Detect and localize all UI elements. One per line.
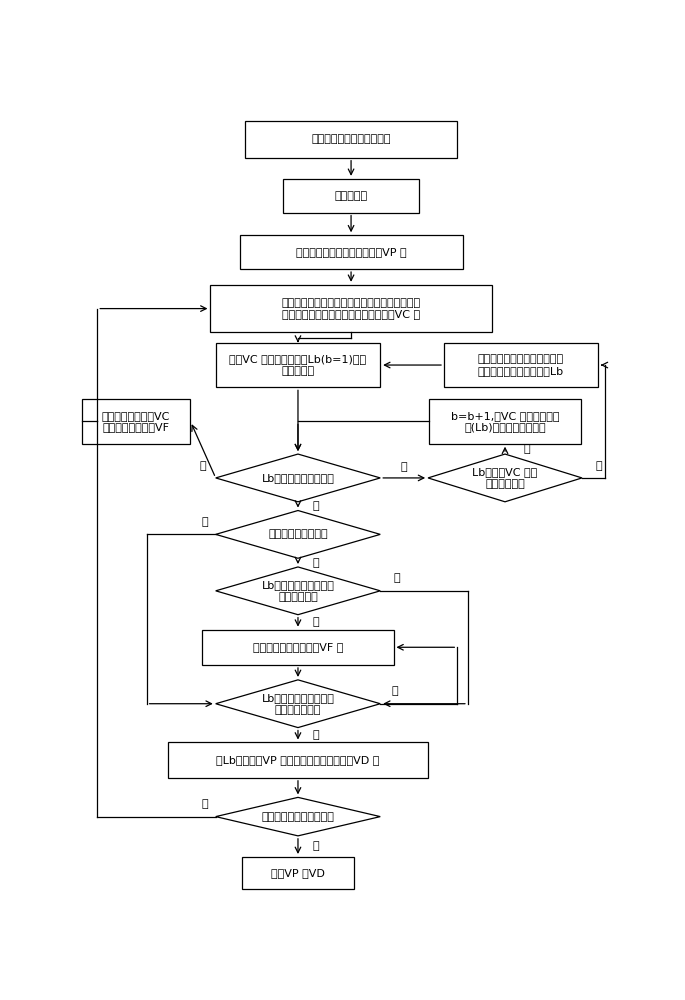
FancyBboxPatch shape [242, 857, 353, 889]
Polygon shape [216, 797, 380, 836]
Text: 是: 是 [392, 686, 399, 696]
Text: 否: 否 [523, 444, 530, 454]
Text: Lb的装配是否影响未装
配零件的装配？: Lb的装配是否影响未装 配零件的装配？ [262, 693, 334, 715]
Text: 否: 否 [401, 462, 408, 472]
Polygon shape [216, 680, 380, 728]
FancyBboxPatch shape [82, 399, 190, 444]
Text: Lb的装配方向是否与前
一零件一致？: Lb的装配方向是否与前 一零件一致？ [262, 580, 334, 602]
Text: 是: 是 [313, 501, 319, 511]
Text: 否: 否 [201, 799, 208, 809]
Polygon shape [428, 454, 582, 502]
FancyBboxPatch shape [210, 285, 492, 332]
Text: 确定基准件: 确定基准件 [334, 191, 368, 201]
Text: 不考虑装配方向，执行流程直
至确定此次要装配的零件Lb: 不考虑装配方向，执行流程直 至确定此次要装配的零件Lb [478, 354, 564, 376]
Text: Lb是否为VC 的最
后一个零件？: Lb是否为VC 的最 后一个零件？ [473, 467, 538, 489]
Polygon shape [216, 511, 380, 558]
Text: 清空候选零件集合VC
和未装配零件集合VF: 清空候选零件集合VC 和未装配零件集合VF [102, 411, 171, 432]
Text: 是: 是 [313, 841, 319, 851]
Text: 将Lb存入集合VP 中，将装配方向存入集合VD 中: 将Lb存入集合VP 中，将装配方向存入集合VD 中 [216, 755, 379, 765]
Text: 选择VC 中的第一个零件Lb(b=1)为要
装配的零件: 选择VC 中的第一个零件Lb(b=1)为要 装配的零件 [229, 354, 366, 376]
Text: 否: 否 [201, 517, 208, 527]
Text: 调用候选零件筛选规则程序查找与已装配零件存
在联接关系的零件并存入候选零件集合VC 中: 调用候选零件筛选规则程序查找与已装配零件存 在联接关系的零件并存入候选零件集合V… [282, 298, 421, 319]
FancyBboxPatch shape [429, 399, 582, 444]
Text: 否: 否 [393, 574, 400, 584]
FancyBboxPatch shape [168, 742, 428, 778]
Text: 是: 是 [313, 617, 319, 627]
Text: 否: 否 [200, 461, 206, 471]
FancyBboxPatch shape [444, 343, 598, 387]
Polygon shape [216, 454, 380, 502]
FancyBboxPatch shape [245, 121, 457, 158]
Polygon shape [216, 567, 380, 615]
FancyBboxPatch shape [216, 343, 380, 387]
FancyBboxPatch shape [203, 630, 393, 665]
Text: Lb是否获得重力支撑？: Lb是否获得重力支撑？ [262, 473, 334, 483]
FancyBboxPatch shape [240, 235, 462, 269]
Text: 判断零件是否计算完毕？: 判断零件是否计算完毕？ [262, 812, 334, 822]
Text: 获取装配体的三个装配矩阵: 获取装配体的三个装配矩阵 [311, 134, 391, 144]
Text: 将基准件存入已装配零件集合VP 中: 将基准件存入已装配零件集合VP 中 [296, 247, 406, 257]
Text: 是: 是 [313, 558, 319, 568]
Text: 是: 是 [595, 461, 602, 471]
Text: 输出VP 和VD: 输出VP 和VD [271, 868, 325, 878]
Text: b=b+1,将VC 中的下一个零
件(Lb)作为要装配的零件: b=b+1,将VC 中的下一个零 件(Lb)作为要装配的零件 [451, 411, 559, 432]
Text: 否: 否 [313, 730, 319, 740]
FancyBboxPatch shape [284, 179, 419, 213]
Text: 是否考虑装配方向？: 是否考虑装配方向？ [268, 529, 328, 539]
Text: 将未装配零件存入集合VF 中: 将未装配零件存入集合VF 中 [253, 642, 343, 652]
